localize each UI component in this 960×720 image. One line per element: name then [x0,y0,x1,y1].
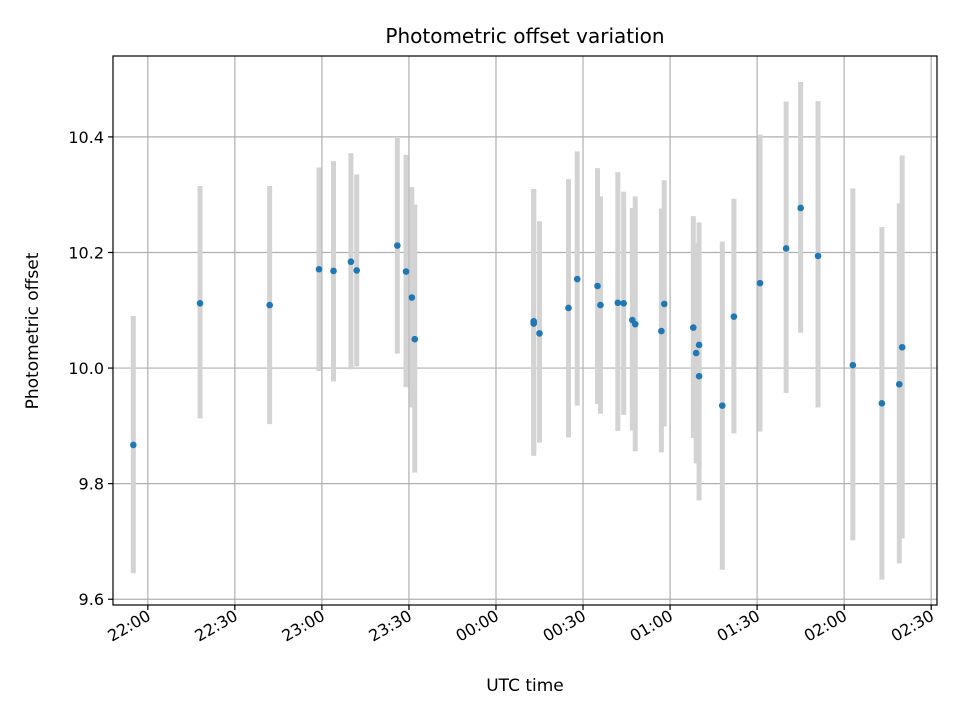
data-point [536,330,543,337]
data-points [130,204,906,449]
data-point [718,402,726,409]
data-point [898,343,906,351]
data-point [797,204,804,212]
data-point [402,268,410,275]
data-point [594,282,601,290]
data-point [695,372,703,380]
data-point [614,299,622,307]
data-point [411,335,419,343]
data-point [266,301,273,309]
y-tick-label: 10.0 [68,359,104,378]
y-tick-label: 9.6 [79,590,104,609]
data-point [756,279,764,287]
data-point [408,294,416,301]
data-point [695,341,703,349]
data-point [196,300,204,307]
data-point [895,380,903,388]
data-point [692,349,700,357]
data-point [689,324,697,331]
x-axis-title: UTC time [486,676,564,696]
data-point [658,327,665,335]
grid [113,56,937,605]
y-tick-label: 10.2 [68,243,104,262]
data-point [660,300,668,308]
data-point [814,252,822,260]
data-point [315,265,323,273]
data-point [597,301,604,309]
data-point [394,242,401,249]
data-point [330,267,337,275]
data-point [849,361,857,369]
y-tick-label: 9.8 [79,475,104,494]
data-point [347,258,355,266]
plot-frame [112,55,938,606]
data-point [130,441,137,449]
data-point [878,400,886,407]
data-point [530,317,538,325]
chart-title: Photometric offset variation [385,24,664,48]
data-point [782,245,790,252]
data-point [353,267,361,274]
data-point [620,300,627,307]
data-point [631,320,639,328]
data-point [565,304,572,312]
y-tick-label: 10.4 [68,128,104,147]
data-point [573,275,581,283]
y-axis-title: Photometric offset [23,252,43,409]
data-point [730,313,738,320]
